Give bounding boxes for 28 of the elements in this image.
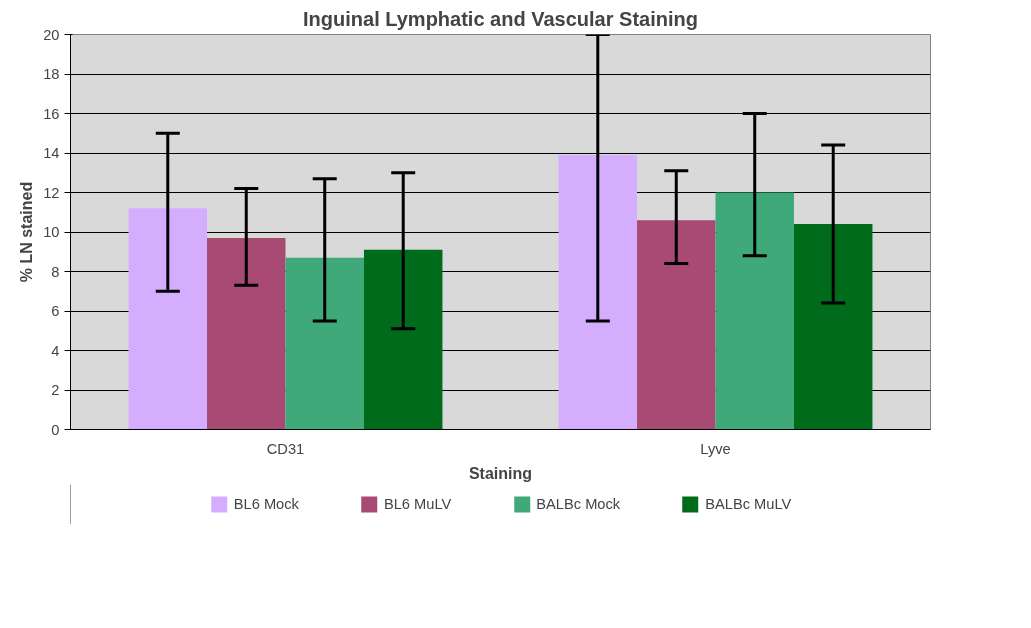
y-tick-label: 2 xyxy=(51,382,60,398)
y-axis-title: % LN stained xyxy=(18,181,36,283)
legend-label: BALBc Mock xyxy=(536,496,621,512)
legend-label: BL6 Mock xyxy=(233,496,299,512)
y-tick-label: 18 xyxy=(43,66,60,82)
y-tick-label: 6 xyxy=(51,303,60,319)
y-tick-label: 8 xyxy=(51,263,60,280)
chart-title: Inguinal Lymphatic and Vascular Staining xyxy=(303,7,698,30)
y-tick-label: 14 xyxy=(43,145,60,161)
y-tick-label: 12 xyxy=(43,184,60,201)
y-tick-label: 0 xyxy=(51,421,60,438)
y-tick-label: 10 xyxy=(43,224,60,240)
bar xyxy=(207,237,286,430)
bar xyxy=(128,208,208,430)
x-axis-title: Staining xyxy=(468,464,533,482)
bar xyxy=(363,249,443,430)
y-tick-label: 4 xyxy=(51,342,60,359)
bar xyxy=(637,220,716,430)
bar xyxy=(715,192,794,430)
bar xyxy=(285,257,364,430)
y-tick-label: 16 xyxy=(43,105,60,122)
x-tick-label: Lyve xyxy=(700,440,731,457)
legend-label: BL6 MuLV xyxy=(383,496,452,512)
bar xyxy=(793,224,873,430)
x-tick-label: CD31 xyxy=(266,440,305,457)
y-tick-label: 20 xyxy=(43,26,60,43)
legend-label: BALBc MuLV xyxy=(705,496,792,512)
bar xyxy=(558,154,638,430)
